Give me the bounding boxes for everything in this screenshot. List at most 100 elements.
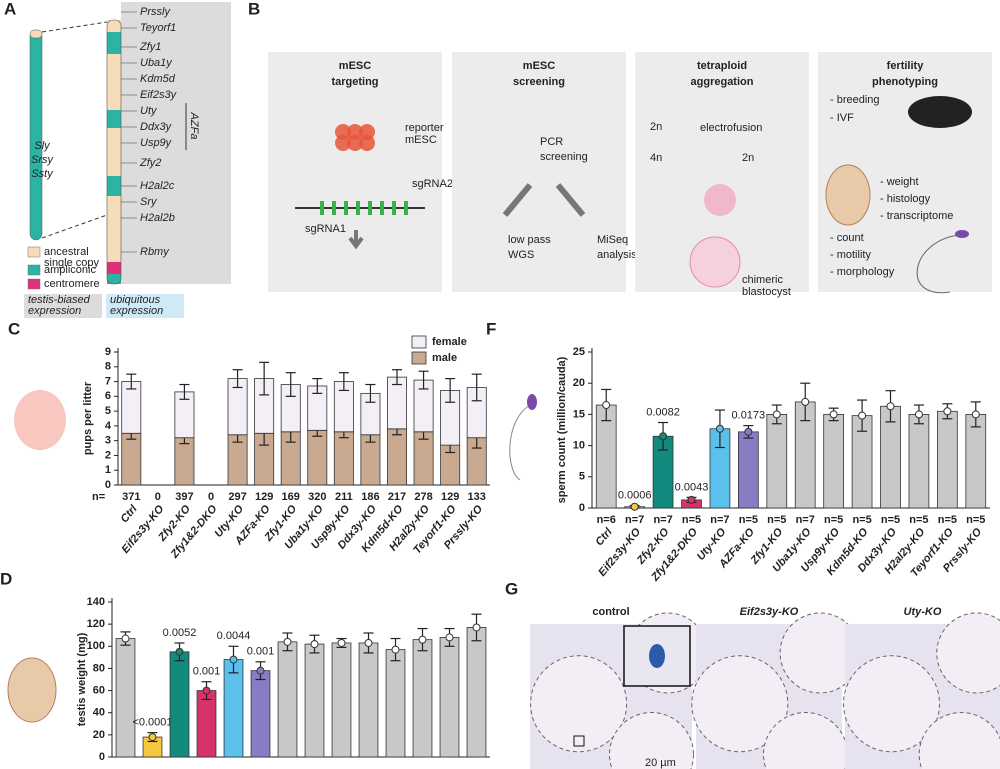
n-label: n=5: [682, 514, 701, 526]
panel-label: F: [486, 319, 496, 338]
tubule: [691, 655, 789, 753]
step-text: WGS: [508, 249, 534, 261]
error-bar: [232, 369, 243, 389]
mean-point: [659, 432, 668, 441]
step-text: 2n: [742, 152, 754, 164]
p-value: 0.0043: [675, 481, 709, 493]
y-tick-label: 9: [105, 346, 111, 358]
n-label: n=7: [653, 514, 672, 526]
panel-label: D: [0, 569, 12, 588]
legend-label: female: [432, 336, 467, 348]
step-box: [452, 52, 626, 292]
mean-point: [391, 645, 400, 654]
bar: [937, 410, 958, 509]
y-tick-label: 8: [105, 361, 111, 373]
step-text: - count: [830, 232, 864, 244]
y-axis-title: sperm count (million/cauda): [556, 356, 568, 503]
mean-point: [829, 410, 838, 419]
legend-swatch: [411, 335, 427, 349]
expression-label: expression: [110, 305, 163, 317]
image-title: control: [592, 606, 629, 618]
step-text: reporter: [405, 122, 444, 134]
legend-swatch: [27, 264, 41, 276]
mean-point: [715, 424, 724, 433]
exon: [344, 201, 348, 215]
mean-point: [602, 401, 611, 410]
bar: [766, 413, 788, 509]
mean-point: [202, 686, 211, 695]
mean-point: [175, 647, 184, 656]
n-label: n=5: [852, 514, 871, 526]
error-bar: [365, 383, 376, 403]
step-text: - motility: [830, 249, 871, 261]
p-value: 0.0173: [732, 410, 766, 422]
arrow-icon: [502, 183, 586, 217]
y-tick-label: 4: [105, 420, 112, 432]
error-bar: [285, 372, 296, 397]
n-label: n=5: [938, 514, 957, 526]
n-label: n=7: [796, 514, 815, 526]
y-tick-label: 25: [573, 346, 585, 358]
x-tick-label: Ctrl: [118, 502, 140, 525]
step-text: mESC: [405, 134, 437, 146]
n-label: n=5: [881, 514, 900, 526]
cell-icon: [347, 124, 363, 140]
tubule: [609, 712, 694, 769]
gene-label: Kdm5d: [140, 73, 176, 85]
p-value: 0.0044: [217, 630, 251, 642]
cell-icon: [347, 135, 363, 151]
chromosome-segment: [107, 274, 121, 284]
step-text: - IVF: [830, 112, 854, 124]
gene-label: H2al2c: [140, 180, 175, 192]
y-tick-label: 3: [105, 435, 111, 447]
gene-label: Uty: [140, 105, 158, 117]
mean-point: [472, 623, 481, 632]
tubule: [530, 655, 628, 753]
embryo-icon: [704, 184, 736, 216]
bar: [439, 637, 460, 758]
gene-label: Ssty: [31, 168, 54, 180]
chromosome-segment: [107, 110, 121, 128]
y-tick-label: 40: [93, 707, 105, 719]
mean-point: [858, 411, 867, 420]
expression-box: [106, 294, 184, 318]
error-bar: [392, 369, 402, 386]
chromosome-segment: [107, 214, 121, 262]
error-bar: [445, 378, 456, 403]
gene-label: Prssly: [140, 6, 171, 18]
p-value: 0.0006: [618, 489, 652, 501]
n-value: 129: [441, 491, 459, 503]
mean-point: [310, 640, 319, 649]
legend-swatch: [411, 351, 427, 365]
mean-point: [630, 502, 639, 511]
legend-label: ampliconic: [44, 264, 96, 276]
mean-point: [886, 402, 895, 411]
n-value: 129: [255, 491, 273, 503]
cell-icon: [359, 124, 375, 140]
gene-label: Zfy1: [139, 41, 161, 53]
exon: [380, 201, 384, 215]
exon: [368, 201, 372, 215]
chromosome-left: [29, 29, 43, 241]
mean-point: [148, 733, 157, 742]
exon: [404, 201, 408, 215]
n-value: 371: [122, 491, 140, 503]
y-tick-label: 120: [87, 618, 105, 630]
bar-segment: [387, 428, 407, 486]
legend-label: male: [432, 352, 457, 364]
step-title: phenotyping: [872, 76, 938, 88]
bar: [250, 670, 271, 758]
mean-point: [337, 638, 346, 647]
region-label: AZFa: [188, 112, 200, 140]
expression-label: testis-biased: [28, 294, 91, 306]
gene-label: Usp9y: [140, 137, 173, 149]
error-bar: [471, 373, 482, 402]
scale-bar-label: 20 µm: [645, 757, 676, 769]
mean-point: [121, 634, 130, 643]
mean-point: [943, 407, 952, 416]
legend-swatch: [27, 278, 41, 290]
mean-point: [801, 397, 810, 406]
step-title: targeting: [331, 76, 378, 88]
n-value: 133: [468, 491, 486, 503]
chromosome-segment: [107, 196, 121, 214]
